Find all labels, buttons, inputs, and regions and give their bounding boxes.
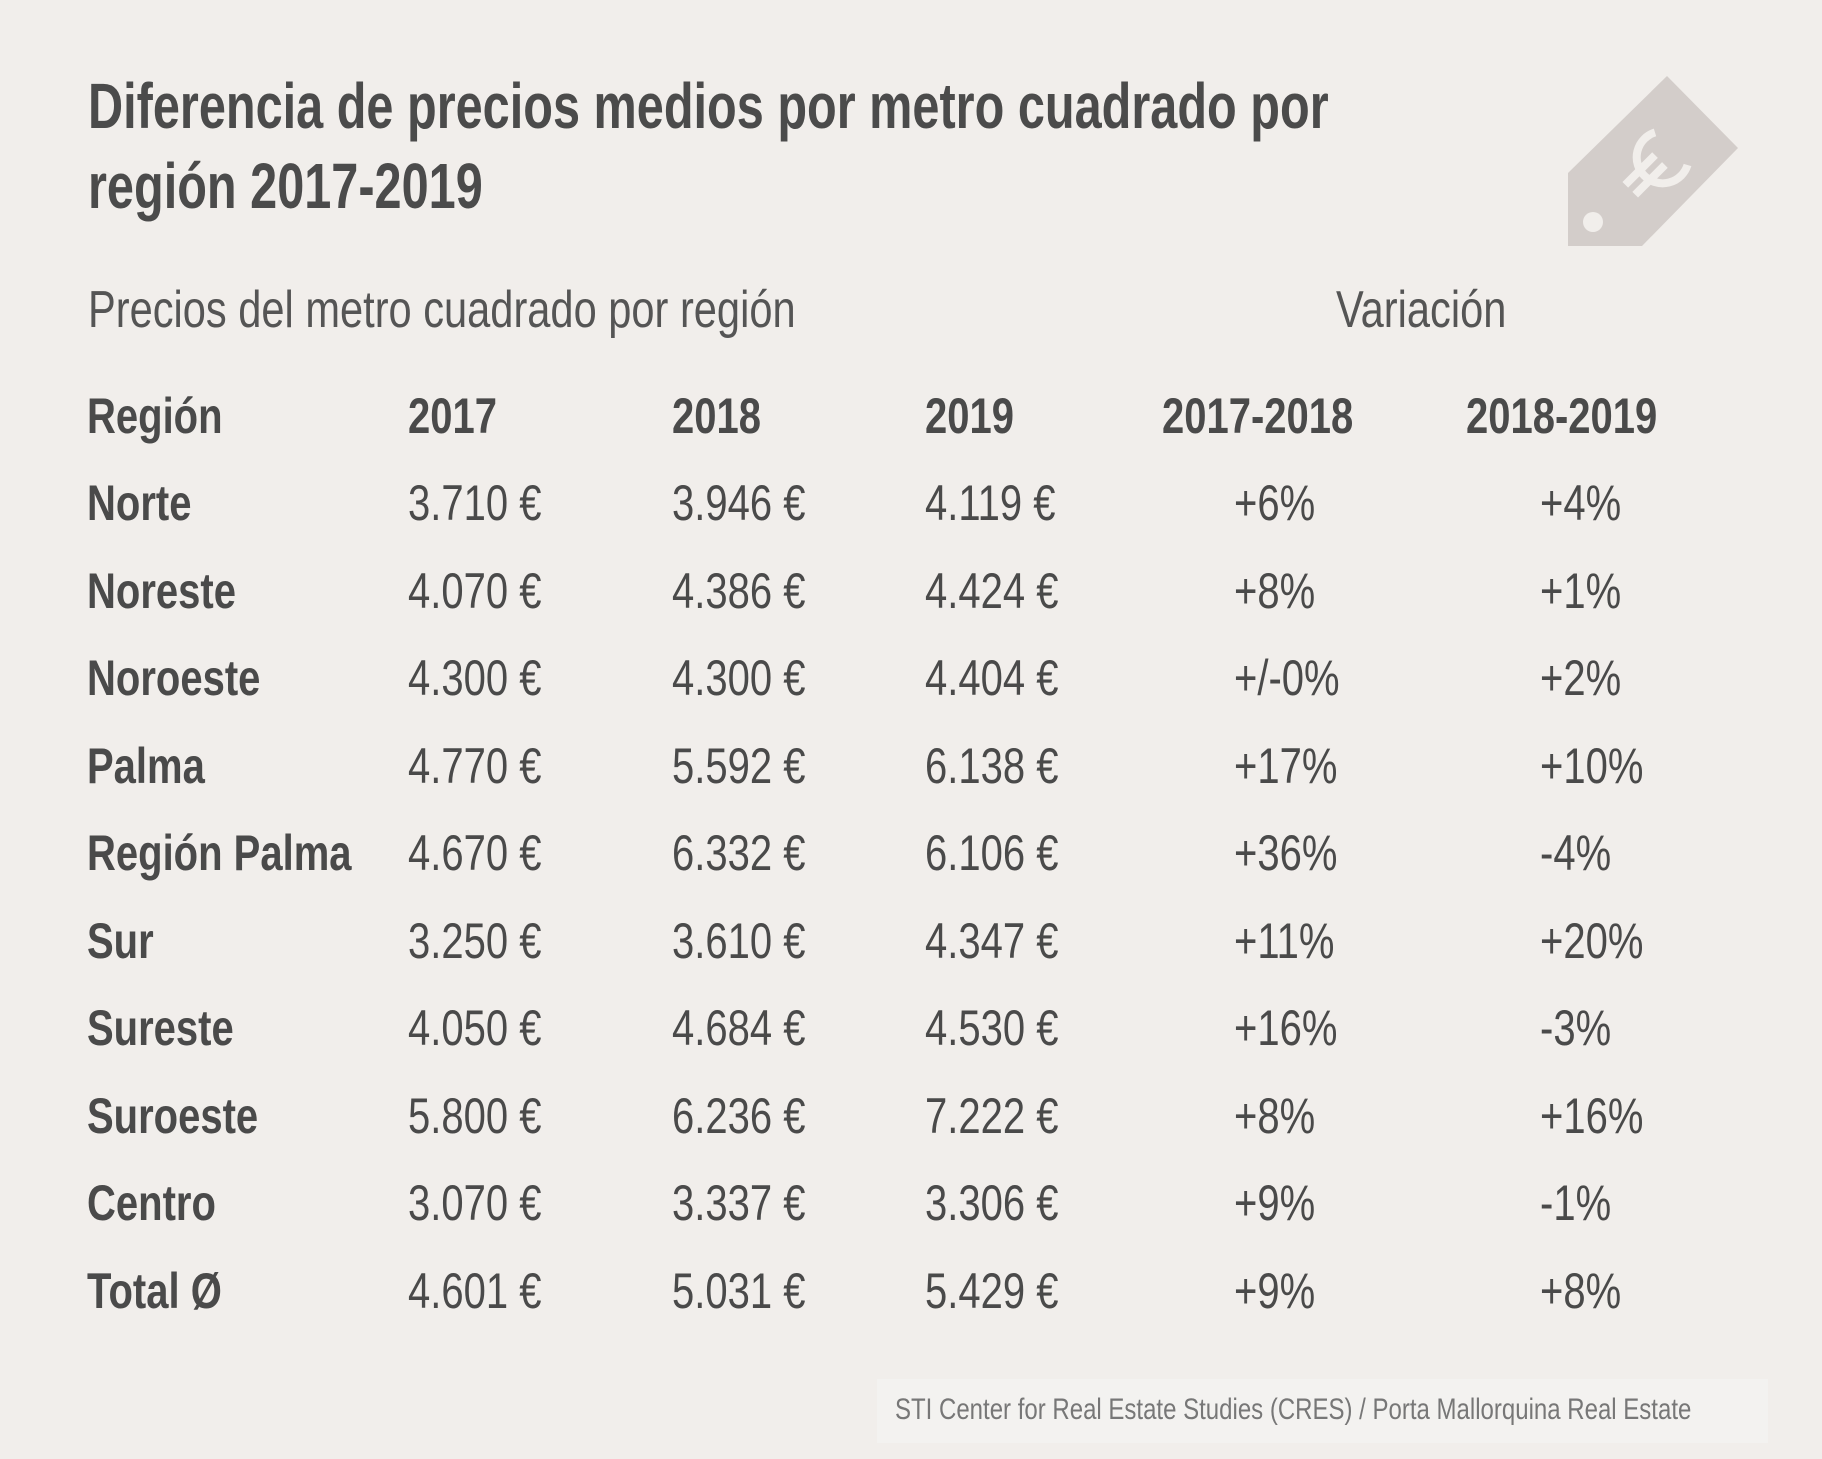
column-header: 2018-2019 [1466,388,1658,444]
table-cell: +2% [1540,650,1622,706]
footer-box [877,1379,1768,1443]
table-cell: 4.386 € [672,562,806,619]
table-cell: 4.347 € [925,912,1059,969]
row-region-name: Norte [87,475,192,531]
table-cell: 3.610 € [672,912,806,969]
table-cell: +4% [1540,475,1622,531]
table-cell: 3.710 € [408,475,542,531]
table-cell: 6.332 € [672,825,806,881]
table-cell: 4.300 € [408,650,542,706]
table-cell: 4.424 € [925,562,1059,619]
table-cell: +17% [1234,737,1338,794]
table-cell: -4% [1540,825,1612,881]
table-cell: 4.300 € [672,650,806,706]
table-cell: 4.119 € [925,475,1056,531]
table-cell: 4.601 € [408,1262,542,1319]
table-cell: 3.250 € [408,912,542,969]
table-cell: 6.138 € [925,737,1059,794]
table-cell: 4.684 € [672,1000,806,1056]
table-cell: +16% [1234,1000,1338,1056]
table-cell: +9% [1234,1175,1316,1231]
table-cell: +16% [1540,1087,1644,1144]
table-cell: 4.050 € [408,1000,542,1056]
table-cell: 3.306 € [925,1175,1059,1231]
column-header: Región [87,388,223,444]
table-cell: +/-0% [1234,650,1340,706]
table-cell: +8% [1540,1262,1622,1319]
table-cell: 5.592 € [672,737,806,794]
row-region-name: Sureste [87,1000,234,1056]
table-cell: +11% [1234,912,1335,969]
page-title: Diferencia de precios medios por metro c… [88,70,1329,222]
table-cell: +6% [1234,475,1316,531]
table-cell: 3.946 € [672,475,806,531]
row-region-name: Total Ø [87,1262,222,1319]
table-cell: +20% [1540,912,1644,969]
column-header: 2017 [408,388,497,444]
table-cell: 4.770 € [408,737,542,794]
table-cell: +9% [1234,1262,1316,1319]
table-cell: 3.070 € [408,1175,542,1231]
table-cell: +8% [1234,562,1316,619]
row-region-name: Palma [87,737,205,794]
column-header: 2019 [925,388,1014,444]
table-cell: +8% [1234,1087,1316,1144]
table-cell: 4.404 € [925,650,1059,706]
table-cell: 5.031 € [672,1262,806,1319]
subtitle-variation: Variación [1336,281,1507,339]
table-cell: 4.670 € [408,825,542,881]
table-cell: -1% [1540,1175,1612,1231]
row-region-name: Centro [87,1175,216,1231]
table-cell: 7.222 € [925,1087,1059,1144]
table-cell: 6.106 € [925,825,1059,881]
row-region-name: Región Palma [87,825,352,881]
table-cell: -3% [1540,1000,1612,1056]
table-cell: +1% [1540,562,1622,619]
table-cell: 5.800 € [408,1087,542,1144]
table-cell: +36% [1234,825,1338,881]
source-footer: STI Center for Real Estate Studies (CRES… [895,1393,1692,1426]
table-cell: 3.337 € [672,1175,806,1231]
table-cell: 4.070 € [408,562,542,619]
table-cell: 5.429 € [925,1262,1059,1319]
subtitle-prices: Precios del metro cuadrado por región [88,281,796,339]
row-region-name: Suroeste [87,1087,259,1144]
row-region-name: Noroeste [87,650,261,706]
column-header: 2018 [672,388,761,444]
row-region-name: Sur [87,912,154,969]
table-cell: +10% [1540,737,1644,794]
column-header: 2017-2018 [1162,388,1354,444]
row-region-name: Noreste [87,562,236,619]
euro-price-tag-icon [1568,76,1738,246]
table-cell: 4.530 € [925,1000,1059,1056]
table-cell: 6.236 € [672,1087,806,1144]
